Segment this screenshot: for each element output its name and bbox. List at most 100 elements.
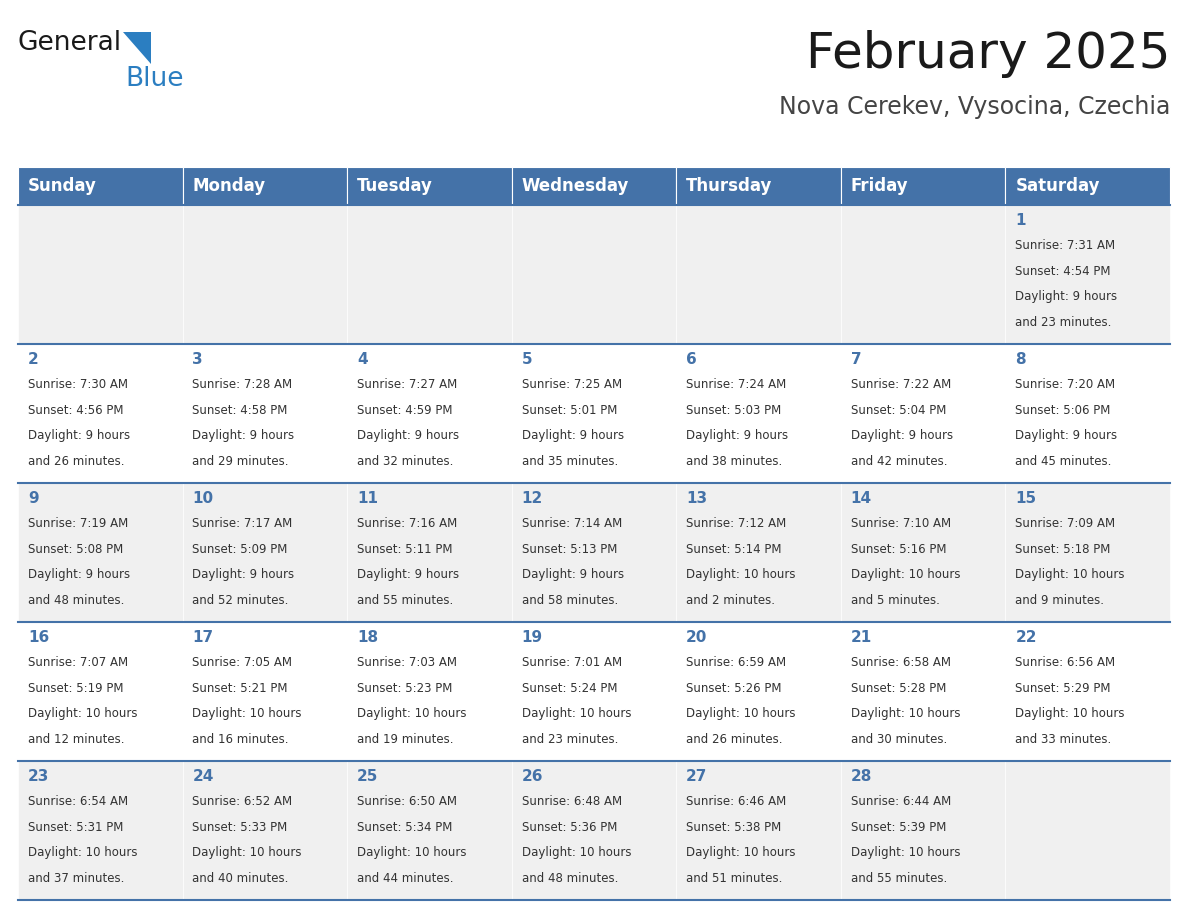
Text: 17: 17 (192, 631, 214, 645)
Text: 13: 13 (687, 491, 707, 507)
Text: Sunrise: 7:10 AM: Sunrise: 7:10 AM (851, 517, 950, 530)
Text: 24: 24 (192, 769, 214, 784)
Text: Daylight: 10 hours: Daylight: 10 hours (687, 568, 796, 581)
Text: and 26 minutes.: and 26 minutes. (687, 733, 783, 746)
Text: Sunrise: 7:24 AM: Sunrise: 7:24 AM (687, 378, 786, 391)
Text: Sunset: 5:29 PM: Sunset: 5:29 PM (1016, 682, 1111, 695)
Text: and 9 minutes.: and 9 minutes. (1016, 594, 1105, 607)
Text: Sunset: 5:28 PM: Sunset: 5:28 PM (851, 682, 946, 695)
Bar (18, 761, 183, 900)
Bar (841, 483, 1005, 622)
Text: Sunrise: 6:56 AM: Sunrise: 6:56 AM (1016, 656, 1116, 669)
Text: 11: 11 (358, 491, 378, 507)
Text: and 44 minutes.: and 44 minutes. (358, 872, 454, 885)
Bar (18, 622, 183, 761)
Text: Sunset: 5:21 PM: Sunset: 5:21 PM (192, 682, 287, 695)
Bar (1005, 622, 1170, 761)
Text: Daylight: 9 hours: Daylight: 9 hours (851, 430, 953, 442)
Text: Saturday: Saturday (1016, 177, 1100, 195)
Text: and 48 minutes.: and 48 minutes. (27, 594, 125, 607)
Text: Daylight: 9 hours: Daylight: 9 hours (1016, 290, 1118, 304)
Text: and 2 minutes.: and 2 minutes. (687, 594, 775, 607)
Text: Daylight: 10 hours: Daylight: 10 hours (851, 846, 960, 859)
Text: Sunrise: 6:54 AM: Sunrise: 6:54 AM (27, 795, 128, 808)
Bar (347, 622, 512, 761)
Text: Daylight: 10 hours: Daylight: 10 hours (522, 708, 631, 721)
Text: and 51 minutes.: and 51 minutes. (687, 872, 783, 885)
Text: Sunrise: 6:48 AM: Sunrise: 6:48 AM (522, 795, 621, 808)
Bar (841, 622, 1005, 761)
Text: Sunset: 4:54 PM: Sunset: 4:54 PM (1016, 264, 1111, 278)
Text: and 48 minutes.: and 48 minutes. (522, 872, 618, 885)
Text: Daylight: 10 hours: Daylight: 10 hours (27, 846, 138, 859)
Text: Daylight: 9 hours: Daylight: 9 hours (358, 568, 459, 581)
Text: and 32 minutes.: and 32 minutes. (358, 455, 454, 468)
Bar (1005, 761, 1170, 900)
Text: and 29 minutes.: and 29 minutes. (192, 455, 289, 468)
Text: Sunrise: 7:17 AM: Sunrise: 7:17 AM (192, 517, 292, 530)
Bar (18, 483, 183, 622)
Text: and 58 minutes.: and 58 minutes. (522, 594, 618, 607)
Bar (841, 761, 1005, 900)
Text: 7: 7 (851, 353, 861, 367)
Text: and 23 minutes.: and 23 minutes. (522, 733, 618, 746)
Text: 3: 3 (192, 353, 203, 367)
Bar (183, 205, 347, 344)
Text: Daylight: 9 hours: Daylight: 9 hours (27, 568, 129, 581)
Bar (676, 761, 841, 900)
Bar (18, 344, 183, 483)
Bar (183, 622, 347, 761)
Text: Daylight: 10 hours: Daylight: 10 hours (851, 568, 960, 581)
Text: and 38 minutes.: and 38 minutes. (687, 455, 783, 468)
Text: 14: 14 (851, 491, 872, 507)
Text: Daylight: 10 hours: Daylight: 10 hours (687, 846, 796, 859)
Text: and 19 minutes.: and 19 minutes. (358, 733, 454, 746)
Text: 15: 15 (1016, 491, 1036, 507)
Text: Daylight: 10 hours: Daylight: 10 hours (27, 708, 138, 721)
Text: Sunset: 4:59 PM: Sunset: 4:59 PM (358, 404, 453, 417)
Bar (18, 205, 183, 344)
Text: Sunrise: 7:03 AM: Sunrise: 7:03 AM (358, 656, 457, 669)
Text: Sunrise: 7:22 AM: Sunrise: 7:22 AM (851, 378, 950, 391)
Text: Sunrise: 6:50 AM: Sunrise: 6:50 AM (358, 795, 457, 808)
Text: Sunrise: 7:01 AM: Sunrise: 7:01 AM (522, 656, 621, 669)
Text: Daylight: 10 hours: Daylight: 10 hours (192, 846, 302, 859)
Bar (676, 167, 841, 205)
Text: 20: 20 (687, 631, 708, 645)
Text: Sunset: 5:11 PM: Sunset: 5:11 PM (358, 543, 453, 555)
Bar (841, 344, 1005, 483)
Text: Daylight: 10 hours: Daylight: 10 hours (1016, 708, 1125, 721)
Text: Sunset: 5:31 PM: Sunset: 5:31 PM (27, 821, 124, 834)
Text: Daylight: 10 hours: Daylight: 10 hours (687, 708, 796, 721)
Bar (183, 761, 347, 900)
Text: Sunset: 4:58 PM: Sunset: 4:58 PM (192, 404, 287, 417)
Text: and 55 minutes.: and 55 minutes. (851, 872, 947, 885)
Text: Sunrise: 7:30 AM: Sunrise: 7:30 AM (27, 378, 128, 391)
Text: and 42 minutes.: and 42 minutes. (851, 455, 947, 468)
Text: 5: 5 (522, 353, 532, 367)
Text: Sunrise: 7:09 AM: Sunrise: 7:09 AM (1016, 517, 1116, 530)
Text: Sunset: 5:34 PM: Sunset: 5:34 PM (358, 821, 453, 834)
Text: Sunrise: 6:59 AM: Sunrise: 6:59 AM (687, 656, 786, 669)
Text: Daylight: 10 hours: Daylight: 10 hours (851, 708, 960, 721)
Text: and 26 minutes.: and 26 minutes. (27, 455, 125, 468)
Text: Tuesday: Tuesday (358, 177, 432, 195)
Text: and 12 minutes.: and 12 minutes. (27, 733, 125, 746)
Text: Sunset: 5:03 PM: Sunset: 5:03 PM (687, 404, 782, 417)
Text: and 30 minutes.: and 30 minutes. (851, 733, 947, 746)
Bar (676, 344, 841, 483)
Text: Sunrise: 7:14 AM: Sunrise: 7:14 AM (522, 517, 621, 530)
Bar (18, 167, 183, 205)
Text: Sunrise: 7:28 AM: Sunrise: 7:28 AM (192, 378, 292, 391)
Text: Sunrise: 7:07 AM: Sunrise: 7:07 AM (27, 656, 128, 669)
Text: 19: 19 (522, 631, 543, 645)
Text: Nova Cerekev, Vysocina, Czechia: Nova Cerekev, Vysocina, Czechia (778, 95, 1170, 119)
Text: Friday: Friday (851, 177, 909, 195)
Text: Sunset: 5:09 PM: Sunset: 5:09 PM (192, 543, 287, 555)
Text: Sunrise: 7:20 AM: Sunrise: 7:20 AM (1016, 378, 1116, 391)
Text: Daylight: 9 hours: Daylight: 9 hours (192, 568, 295, 581)
Text: Sunrise: 7:12 AM: Sunrise: 7:12 AM (687, 517, 786, 530)
Bar (1005, 344, 1170, 483)
Bar (1005, 205, 1170, 344)
Text: 12: 12 (522, 491, 543, 507)
